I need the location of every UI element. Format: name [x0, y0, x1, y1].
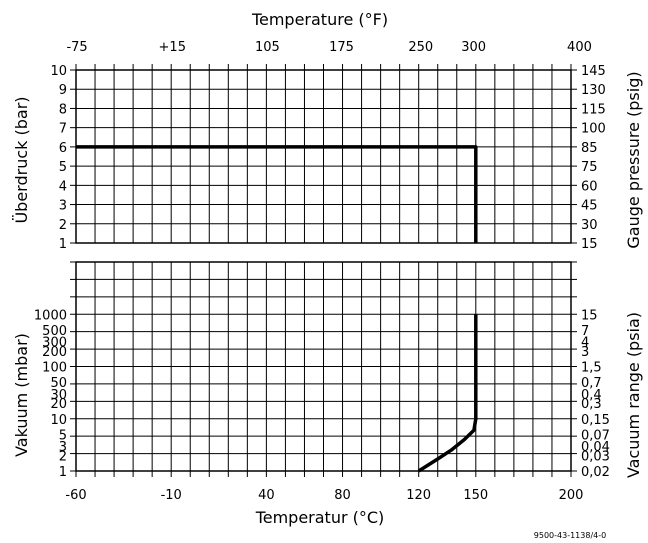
x-tick-label: 150	[463, 488, 488, 503]
vacuum-right-tick-label: 0,15	[581, 413, 610, 428]
top-axis-title: Temperature (°F)	[251, 10, 388, 29]
pressure-right-tick-label: 85	[581, 141, 598, 156]
series-layer	[76, 145, 478, 473]
x-tick-label: 40	[258, 488, 275, 503]
pressure-left-tick-label: 5	[59, 160, 67, 175]
top-tick-label: -75	[66, 40, 87, 55]
vacuum-left-axis-title: Vakuum (mbar)	[12, 333, 31, 457]
vacuum-right-tick-label: 0,7	[581, 376, 602, 391]
vacuum-left-tick-label: 300	[42, 336, 67, 351]
vacuum-right-tick-label: 0,07	[581, 428, 610, 443]
vacuum-right-axis-title: Vacuum range (psia)	[624, 312, 643, 478]
x-tick-label: -60	[65, 488, 86, 503]
vacuum-left-tick-label: 5	[59, 428, 67, 443]
pressure-right-tick-label: 45	[581, 199, 598, 214]
tick-layer: -60 -10 40 80 120 150 200-75 +15 105 175 250 300 400…	[34, 40, 610, 503]
x-tick-label: 200	[559, 488, 584, 503]
vacuum-right-tick-label: 15	[581, 308, 598, 323]
pressure-left-tick-label: 6	[59, 141, 67, 156]
top-tick-label: 250	[408, 40, 433, 55]
pressure-left-tick-label: 3	[59, 199, 67, 214]
vacuum-left-tick-label: 500	[42, 324, 67, 339]
vacuum-left-tick-label: 2	[59, 449, 67, 464]
pressure-right-tick-label: 130	[581, 83, 606, 98]
pressure-right-tick-label: 15	[581, 237, 598, 252]
vacuum-left-tick-label: 100	[42, 361, 67, 376]
pressure-left-tick-label: 10	[50, 64, 67, 79]
vacuum-left-tick-label: 3	[59, 440, 67, 455]
pressure-right-tick-label: 30	[581, 218, 598, 233]
vacuum-left-tick-label: 1000	[34, 308, 67, 323]
vacuum-left-tick-label: 30	[50, 388, 67, 403]
x-tick-label: -10	[161, 488, 182, 503]
frame-layer	[70, 64, 577, 477]
top-tick-label: +15	[159, 40, 186, 55]
pressure-left-tick-label: 2	[59, 218, 67, 233]
pressure-left-tick-label: 7	[59, 122, 67, 137]
pressure-left-tick-label: 1	[59, 237, 67, 252]
vacuum-right-tick-label: 0,03	[581, 449, 610, 464]
vacuum-right-tick-label: 0,02	[581, 465, 610, 480]
vacuum-left-tick-label: 10	[50, 413, 67, 428]
vacuum-left-tick-label: 1	[59, 465, 67, 480]
vacuum-limit-curve	[417, 314, 478, 473]
vacuum-right-tick-label: 0,3	[581, 397, 602, 412]
vacuum-right-tick-label: 3	[581, 345, 589, 360]
vacuum-left-tick-label: 200	[42, 345, 67, 360]
vacuum-right-tick-label: 0,04	[581, 440, 610, 455]
pressure-left-axis-title: Überdruck (bar)	[12, 96, 31, 223]
vacuum-right-tick-label: 4	[581, 336, 589, 351]
x-axis-title: Temperatur (°C)	[255, 508, 385, 527]
top-tick-label: 300	[461, 40, 486, 55]
pressure-right-tick-label: 115	[581, 102, 606, 117]
vacuum-left-tick-label: 20	[50, 397, 67, 412]
pressure-right-tick-label: 60	[581, 179, 598, 194]
pressure-limit-line	[76, 145, 478, 243]
vacuum-right-tick-label: 0,4	[581, 388, 602, 403]
x-tick-label: 120	[406, 488, 431, 503]
grid-layer	[76, 70, 571, 471]
pressure-right-tick-label: 75	[581, 160, 598, 175]
vacuum-right-tick-label: 7	[581, 324, 589, 339]
top-tick-label: 105	[255, 40, 280, 55]
top-tick-label: 400	[567, 40, 592, 55]
footer-code: 9500-43-1138/4-0	[534, 531, 606, 540]
pressure-left-tick-label: 9	[59, 83, 67, 98]
vacuum-left-tick-label: 50	[50, 376, 67, 391]
pressure-right-axis-title: Gauge pressure (psig)	[624, 71, 643, 248]
vacuum-right-tick-label: 1,5	[581, 361, 602, 376]
pressure-left-tick-label: 8	[59, 102, 67, 117]
pressure-right-tick-label: 145	[581, 64, 606, 79]
pressure-left-tick-label: 4	[59, 179, 67, 194]
x-tick-label: 80	[334, 488, 351, 503]
pressure-right-tick-label: 100	[581, 122, 606, 137]
top-tick-label: 175	[329, 40, 354, 55]
